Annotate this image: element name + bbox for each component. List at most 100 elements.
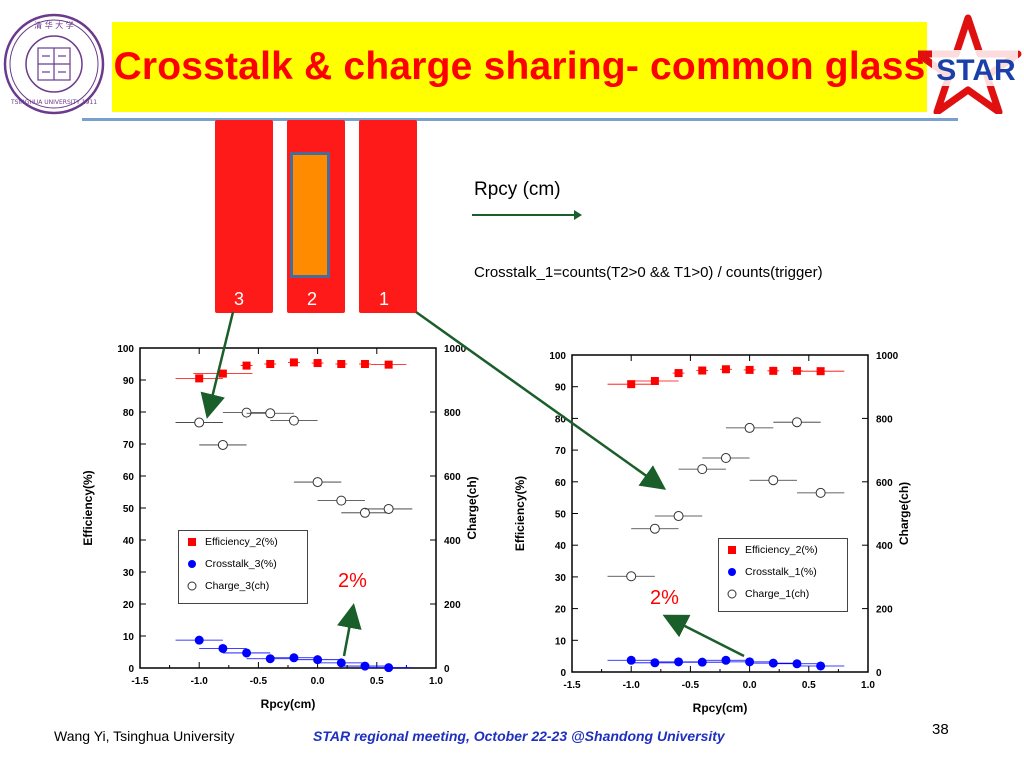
x-tick-label: -1.5 (131, 676, 149, 687)
y2-tick-label: 1000 (444, 344, 467, 355)
legend-item: Efficiency_2(%) (179, 531, 307, 553)
footer-author: Wang Yi, Tsinghua University (54, 728, 235, 744)
y-tick-label: 50 (123, 504, 135, 515)
data-point (242, 361, 251, 370)
slide-title: Crosstalk & charge sharing- common glass (113, 45, 926, 88)
y2-tick-label: 0 (444, 664, 450, 675)
y2-tick-label: 800 (444, 408, 461, 419)
data-point (698, 366, 707, 375)
legend-label: Efficiency_2(%) (745, 544, 818, 556)
strip-label-2: 2 (306, 289, 317, 309)
crosstalk-formula: Crosstalk_1=counts(T2>0 && T1>0) / count… (474, 264, 823, 281)
legend-label: Crosstalk_3(%) (205, 558, 277, 570)
y-tick-label: 90 (123, 376, 135, 387)
data-point (383, 503, 394, 514)
y-tick-label: 70 (123, 440, 135, 451)
data-point (312, 477, 323, 488)
y2-tick-label: 600 (444, 472, 461, 483)
legend-label: Efficiency_2(%) (205, 536, 278, 548)
data-point (266, 360, 275, 368)
data-point (791, 417, 802, 428)
y2-tick-label: 400 (876, 541, 893, 552)
svg-text:STAR: STAR (936, 54, 1016, 87)
data-point (769, 366, 778, 375)
data-point (697, 464, 708, 475)
legend-item: Crosstalk_3(%) (179, 553, 307, 575)
svg-text:清 华 大 学: 清 华 大 学 (34, 20, 74, 30)
data-point (336, 495, 347, 506)
strip-label-3: 3 (233, 289, 244, 309)
y2-axis-label: Charge(ch) (897, 482, 911, 545)
right-chart-legend: Efficiency_2(%) Crosstalk_1(%) Charge_1(… (718, 538, 848, 612)
y-tick-label: 40 (123, 536, 135, 547)
data-point (217, 439, 228, 450)
y-tick-label: 50 (555, 510, 567, 521)
title-banner: Crosstalk & charge sharing- common glass (112, 22, 927, 112)
x-tick-label: 0.5 (802, 680, 816, 691)
y-tick-label: 10 (123, 632, 135, 643)
y-tick-label: 0 (128, 664, 134, 675)
star-logo: STAR (918, 14, 1022, 114)
strip-label-1: 1 (378, 289, 389, 309)
data-point (626, 571, 637, 582)
data-point (649, 523, 660, 534)
x-tick-label: -1.0 (191, 676, 209, 687)
data-point (384, 663, 394, 673)
data-point (768, 658, 778, 668)
y-tick-label: 10 (555, 636, 567, 647)
left-chart-legend: Efficiency_2(%) Crosstalk_3(%) Charge_3(… (178, 530, 308, 604)
legend-item: Crosstalk_1(%) (719, 561, 847, 583)
y-tick-label: 100 (117, 344, 134, 355)
data-point (360, 360, 369, 368)
data-point (768, 475, 779, 486)
plot-frame (571, 354, 869, 673)
data-point (241, 407, 252, 418)
y2-tick-label: 400 (444, 536, 461, 547)
y-tick-label: 30 (555, 573, 567, 584)
y2-tick-label: 600 (876, 478, 893, 489)
strip-1 (359, 120, 417, 313)
data-point (673, 511, 684, 522)
data-point (626, 655, 636, 665)
data-point (815, 487, 826, 498)
x-tick-label: 0.5 (370, 676, 384, 687)
x-tick-label: -1.5 (563, 680, 581, 691)
x-tick-label: 1.0 (861, 680, 875, 691)
data-point (792, 366, 801, 375)
legend-label: Charge_3(ch) (205, 580, 270, 592)
left-chart: -1.5 -1.0 -0.5 0.0 0.5 1.00102030405060708090… (81, 344, 479, 711)
y-tick-label: 0 (560, 668, 566, 679)
y-tick-label: 90 (555, 383, 567, 394)
x-tick-label: -0.5 (250, 676, 268, 687)
data-point (313, 359, 322, 368)
y-tick-label: 60 (123, 472, 135, 483)
data-point (721, 365, 730, 374)
data-point (242, 648, 252, 658)
left-chart-annotation: 2% (338, 570, 367, 592)
x-tick-label: -0.5 (682, 680, 700, 691)
x-axis-label: Rpcy(cm) (261, 697, 316, 711)
legend-label: Crosstalk_1(%) (745, 566, 817, 578)
y-tick-label: 60 (555, 478, 567, 489)
svg-text:TSINGHUA UNIVERSITY 1911: TSINGHUA UNIVERSITY 1911 (10, 99, 97, 106)
slide-number: 38 (932, 721, 949, 738)
y-tick-label: 20 (555, 605, 567, 616)
y-tick-label: 30 (123, 568, 135, 579)
data-point (288, 415, 299, 426)
data-point (194, 417, 205, 428)
data-point (336, 658, 346, 668)
data-point (816, 661, 826, 671)
data-point (289, 653, 299, 663)
right-chart-annotation: 2% (650, 587, 679, 609)
legend-item: Charge_3(ch) (179, 575, 307, 597)
y-tick-label: 80 (555, 414, 567, 425)
data-point (650, 376, 659, 385)
y2-tick-label: 200 (444, 600, 461, 611)
right-chart: -1.5 -1.0 -0.5 0.0 0.5 1.00102030405060708090… (513, 351, 911, 715)
y-tick-label: 20 (123, 600, 135, 611)
data-point (218, 643, 228, 653)
data-point (337, 360, 346, 368)
data-point (745, 657, 755, 667)
data-point (195, 374, 204, 383)
x-tick-label: 0.0 (311, 676, 325, 687)
